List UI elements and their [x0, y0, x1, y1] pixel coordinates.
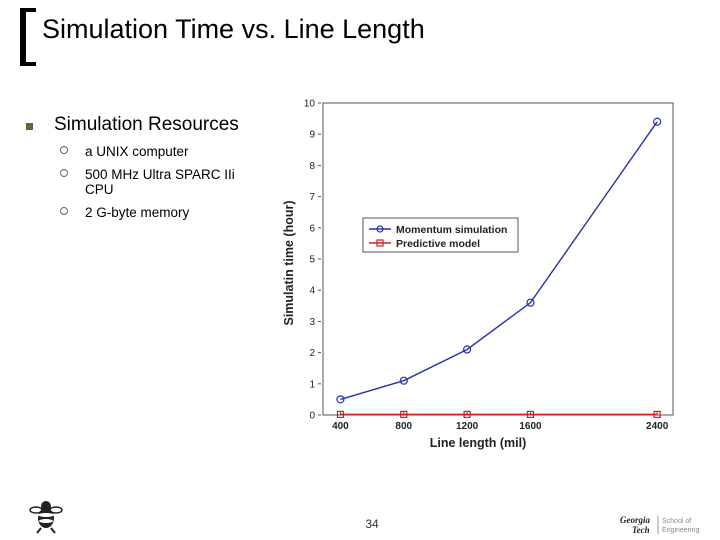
- logo-school-text: School of: [662, 518, 691, 525]
- y-tick-label: 8: [309, 161, 315, 172]
- series-line-momentum: [340, 121, 658, 401]
- legend-marker-momentum: [376, 225, 384, 233]
- sub-bullet-item: 2 G-byte memory: [60, 205, 260, 220]
- ring-bullet-icon: [60, 146, 68, 154]
- x-tick-label: 1600: [519, 421, 542, 432]
- data-point-momentum: [399, 376, 408, 385]
- logo-engineering-text: Engineering: [662, 527, 699, 534]
- y-tick-label: 9: [309, 130, 315, 141]
- georgia-tech-logo: Georgia Tech School of Engineering: [620, 515, 699, 535]
- data-point-predictive: [526, 410, 535, 418]
- legend-box: [362, 217, 519, 253]
- sub-bullet-item: a UNIX computer: [60, 144, 260, 159]
- y-tick-label: 4: [309, 286, 315, 297]
- page-number: 34: [365, 517, 379, 531]
- ring-bullet-icon: [60, 169, 68, 177]
- sub-bullet-text: 500 MHz Ultra SPARC IIi CPU: [85, 167, 235, 197]
- sub-bullet-list: a UNIX computer 500 MHz Ultra SPARC IIi …: [60, 144, 260, 228]
- sub-bullet-text: 2 G-byte memory: [85, 205, 190, 220]
- y-tick-label: 10: [304, 99, 316, 110]
- y-tick-label: 1: [309, 379, 315, 390]
- x-tick-label: 400: [332, 421, 349, 432]
- logo-tech-text: Tech: [632, 525, 650, 535]
- sub-bullet-item: 500 MHz Ultra SPARC IIi CPU: [60, 167, 260, 197]
- data-point-predictive: [463, 410, 471, 418]
- logo-georgia-text: Georgia: [620, 515, 650, 525]
- y-axis-label: Simulatin time (hour): [282, 201, 296, 326]
- slide-title: Simulation Time vs. Line Length: [42, 14, 425, 44]
- y-tick-label: 3: [309, 317, 315, 328]
- line-chart: 0 1 2 3 4 5 6 7 8 9 10 400 800 1200 1600 2400 Line lengt…: [282, 99, 674, 450]
- data-point-predictive: [653, 410, 661, 418]
- x-tick-label: 1200: [456, 421, 479, 432]
- sub-bullet-text: a UNIX computer: [85, 144, 189, 159]
- y-tick-label: 7: [309, 192, 315, 203]
- x-tick-label: 2400: [646, 421, 669, 432]
- data-point-momentum: [653, 117, 662, 126]
- data-point-momentum: [463, 345, 472, 354]
- y-tick-label: 0: [309, 411, 315, 422]
- bullet-square-icon: [26, 123, 33, 130]
- legend-label-predictive: Predictive model: [396, 238, 480, 250]
- data-point-momentum: [526, 298, 535, 307]
- title-bracket: [20, 8, 36, 66]
- yellow-jacket-mascot-icon: [29, 501, 63, 534]
- ring-bullet-icon: [60, 207, 68, 215]
- main-bullet-text: Simulation Resources: [54, 114, 239, 135]
- data-point-momentum: [336, 395, 345, 404]
- data-point-predictive: [400, 410, 408, 418]
- data-point-predictive: [336, 410, 345, 418]
- legend-label-momentum: Momentum simulation: [396, 224, 507, 236]
- plot-frame: [322, 102, 674, 416]
- y-tick-label: 5: [309, 255, 315, 266]
- x-axis-label: Line length (mil): [430, 436, 527, 450]
- y-tick-label: 2: [309, 348, 315, 359]
- legend-marker-predictive: [376, 239, 384, 247]
- x-tick-label: 800: [395, 421, 412, 432]
- y-tick-label: 6: [309, 223, 315, 234]
